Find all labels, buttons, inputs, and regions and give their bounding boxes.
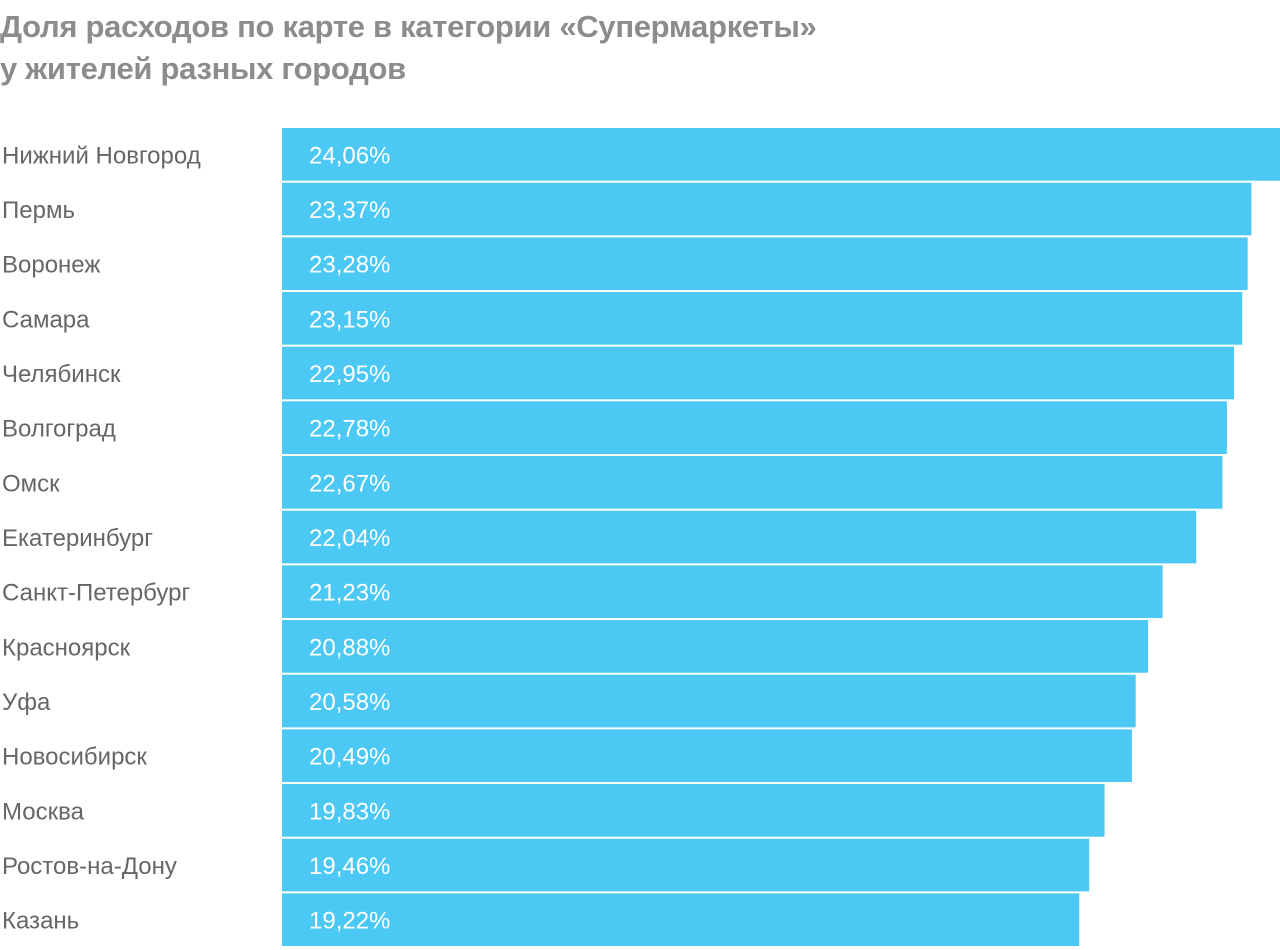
value-label: 20,58% [309, 689, 390, 716]
bar [282, 182, 1252, 236]
value-label: 19,83% [309, 798, 390, 825]
bar [282, 620, 1149, 673]
category-label: Санкт-Петербург [2, 580, 190, 607]
value-label: 19,46% [309, 853, 390, 880]
category-label: Казань [2, 908, 79, 935]
value-label: 23,15% [309, 306, 390, 333]
value-label: 20,49% [309, 744, 390, 771]
category-label: Красноярск [2, 634, 131, 661]
bar [282, 729, 1132, 783]
value-label: 24,06% [309, 142, 390, 169]
category-label: Пермь [2, 197, 75, 224]
value-label: 23,28% [309, 252, 390, 279]
bar [282, 674, 1136, 728]
value-label: 23,37% [309, 197, 390, 224]
value-label: 22,95% [309, 361, 390, 388]
chart-title-line-1: Доля расходов по карте в категории «Супе… [0, 9, 817, 44]
category-label: Екатеринбург [2, 525, 153, 552]
category-label: Волгоград [2, 416, 116, 443]
bar [282, 784, 1105, 837]
bar [282, 456, 1223, 509]
chart-title-line-2: у жителей разных городов [0, 51, 406, 86]
bar [282, 128, 1280, 181]
value-label: 20,88% [309, 634, 390, 661]
value-label: 22,67% [309, 470, 390, 497]
bar [282, 401, 1227, 455]
category-label: Омск [2, 470, 60, 497]
chart-title: Доля расходов по карте в категории «Супе… [0, 6, 817, 90]
value-label: 22,04% [309, 525, 390, 552]
category-label: Челябинск [2, 361, 121, 388]
bar [282, 838, 1090, 892]
bar [282, 565, 1163, 619]
category-label: Уфа [2, 689, 51, 716]
category-label: Новосибирск [2, 744, 147, 771]
category-label: Воронеж [2, 252, 100, 279]
category-label: Нижний Новгород [2, 142, 201, 169]
category-label: Самара [2, 306, 90, 333]
bar [282, 346, 1234, 400]
bar [282, 292, 1243, 345]
value-label: 19,22% [309, 908, 390, 935]
category-label: Москва [2, 798, 85, 825]
bar [282, 510, 1197, 564]
bar [282, 237, 1248, 291]
category-label: Ростов-на-Дону [2, 853, 177, 880]
value-label: 21,23% [309, 580, 390, 607]
value-label: 22,78% [309, 416, 390, 443]
bar [282, 893, 1080, 947]
